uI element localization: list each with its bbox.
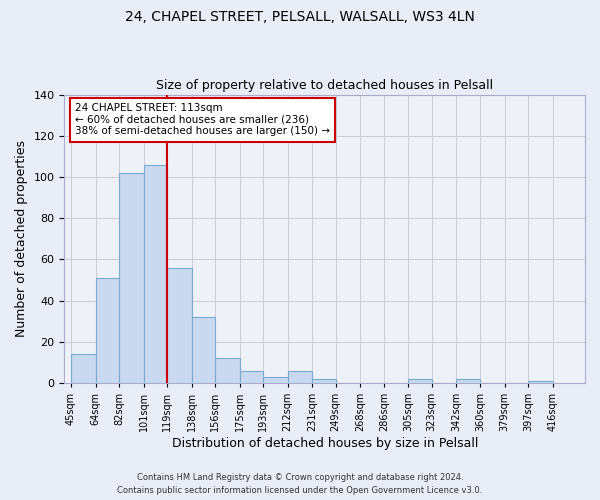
Bar	[95, 278, 119, 383]
Bar	[239, 370, 263, 383]
Text: Contains HM Land Registry data © Crown copyright and database right 2024.
Contai: Contains HM Land Registry data © Crown c…	[118, 474, 482, 495]
Bar	[313, 379, 336, 383]
Text: 24, CHAPEL STREET, PELSALL, WALSALL, WS3 4LN: 24, CHAPEL STREET, PELSALL, WALSALL, WS3…	[125, 10, 475, 24]
Text: 24 CHAPEL STREET: 113sqm
← 60% of detached houses are smaller (236)
38% of semi-: 24 CHAPEL STREET: 113sqm ← 60% of detach…	[75, 103, 330, 136]
Bar	[215, 358, 239, 383]
Bar	[119, 173, 143, 383]
Bar	[263, 377, 288, 383]
Bar	[71, 354, 95, 383]
Bar	[457, 379, 480, 383]
Bar	[409, 379, 432, 383]
Bar	[288, 370, 313, 383]
X-axis label: Distribution of detached houses by size in Pelsall: Distribution of detached houses by size …	[172, 437, 478, 450]
Bar	[167, 268, 191, 383]
Bar	[528, 381, 553, 383]
Title: Size of property relative to detached houses in Pelsall: Size of property relative to detached ho…	[156, 79, 493, 92]
Bar	[191, 317, 215, 383]
Y-axis label: Number of detached properties: Number of detached properties	[15, 140, 28, 338]
Bar	[143, 164, 167, 383]
